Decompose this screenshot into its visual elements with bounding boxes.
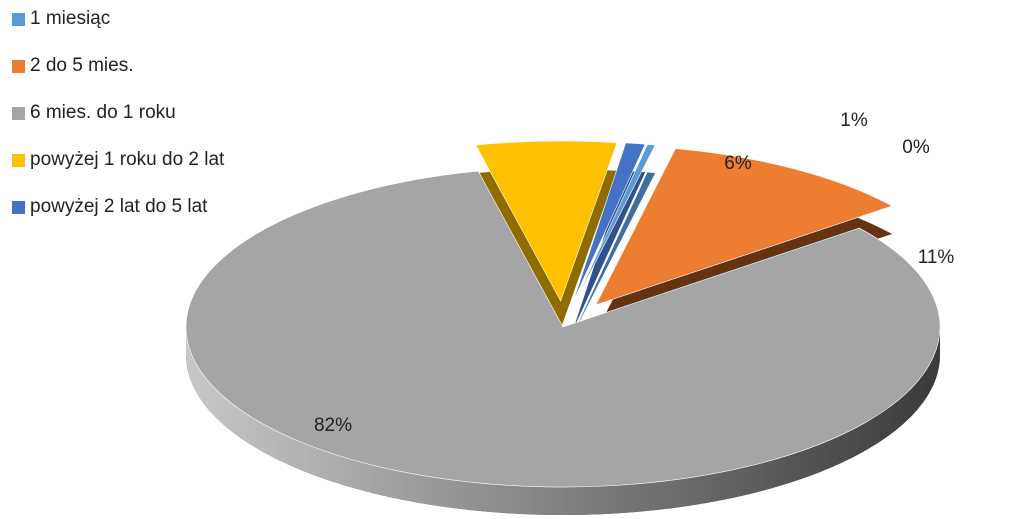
data-label-powyzej-1-roku: 6% [724,153,752,174]
legend: 1 miesiąc 2 do 5 mies. 6 mies. do 1 roku… [12,4,224,239]
pie-slice-3 [475,140,618,302]
pie-slice-0 [575,144,656,302]
legend-swatch [12,106,25,120]
data-label-1-miesiac: 0% [902,137,930,158]
legend-item: 1 miesiąc [12,4,224,34]
legend-item: 6 mies. do 1 roku [12,98,224,128]
legend-label: 2 do 5 mies. [30,55,134,76]
legend-swatch [12,12,25,26]
legend-label: 6 mies. do 1 roku [30,102,176,123]
pie-slice-side-2 [186,327,940,515]
data-label-2-do-5-mies: 11% [917,247,955,268]
pie-slice-depth-0 [575,172,656,330]
legend-swatch [12,59,25,73]
data-label-6-mies-do-1-roku: 82% [313,415,353,436]
pie-slice-4 [572,142,646,302]
pie-slice-2 [185,170,941,488]
legend-label: 1 miesiąc [30,8,111,29]
legend-item: powyżej 1 roku do 2 lat [12,145,224,175]
legend-label: powyżej 2 lat do 5 lat [30,196,208,217]
legend-item: 2 do 5 mies. [12,51,224,81]
legend-label: powyżej 1 roku do 2 lat [30,149,225,170]
legend-swatch [12,153,25,167]
legend-item: powyżej 2 lat do 5 lat [12,192,224,222]
legend-swatch [12,200,25,214]
pie-slice-depth-4 [573,170,646,330]
pie-slice-1 [595,148,893,306]
data-label-powyzej-2-lat: 1% [840,110,868,131]
